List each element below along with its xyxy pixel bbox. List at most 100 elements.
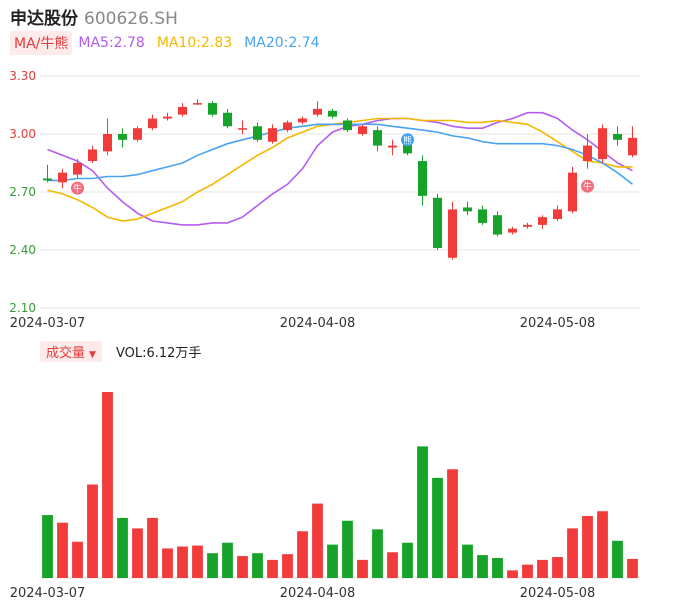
bull-signal-icon bbox=[71, 181, 84, 195]
candle-body bbox=[88, 149, 97, 162]
volume-bar bbox=[612, 540, 623, 578]
volume-bar bbox=[87, 484, 98, 578]
volume-bar bbox=[627, 558, 638, 578]
candle-body bbox=[373, 130, 382, 146]
volume-bar bbox=[72, 541, 83, 578]
volume-bar bbox=[282, 554, 293, 578]
volume-bar bbox=[57, 522, 68, 578]
volume-bar bbox=[522, 564, 533, 578]
candle-body bbox=[268, 128, 277, 142]
bear-signal-icon bbox=[401, 133, 414, 147]
candle-body bbox=[178, 106, 187, 115]
volume-bar bbox=[402, 542, 413, 578]
volume-bar bbox=[177, 546, 188, 578]
volume-bar bbox=[372, 529, 383, 578]
candle-body bbox=[208, 103, 217, 115]
date-axis: 2024-03-07 2024-03-07 2024-04-08 2024-04-08… bbox=[10, 316, 596, 601]
ma20-line bbox=[47, 123, 633, 185]
moving-average-lines bbox=[47, 111, 633, 226]
x-tick-label: 2024-05-08 bbox=[520, 316, 596, 331]
x-tick-label: 2024-04-08 bbox=[280, 316, 356, 331]
candle-body bbox=[43, 178, 52, 181]
candle-body bbox=[73, 163, 82, 175]
candle-body bbox=[358, 126, 367, 134]
candle-body bbox=[238, 128, 247, 130]
volume-bar bbox=[207, 553, 218, 578]
candle-body bbox=[118, 134, 127, 140]
bear-signal-glyph: 熊 bbox=[403, 134, 412, 146]
volume-bar bbox=[162, 548, 173, 578]
volume-bar bbox=[492, 557, 503, 578]
volume-bar bbox=[477, 555, 488, 578]
volume-bar bbox=[147, 517, 158, 578]
volume-bar bbox=[582, 516, 593, 578]
candle-body bbox=[613, 134, 622, 140]
candle-body bbox=[478, 209, 487, 223]
candle-body bbox=[628, 137, 637, 156]
y-tick-label: 2.40 bbox=[9, 243, 36, 257]
bull-signal-glyph: 牛 bbox=[73, 183, 82, 195]
candle-body bbox=[253, 126, 262, 140]
volume-bar bbox=[297, 531, 308, 578]
candle-body bbox=[568, 172, 577, 212]
volume-bar bbox=[387, 552, 398, 578]
candle-body bbox=[493, 215, 502, 235]
candle-body bbox=[598, 128, 607, 160]
volume-bar bbox=[267, 559, 278, 578]
volume-bar bbox=[597, 511, 608, 578]
candle-body bbox=[133, 128, 142, 140]
volume-bar bbox=[357, 559, 368, 578]
volume-bars bbox=[42, 392, 638, 578]
volume-bar bbox=[237, 556, 248, 578]
y-tick-label: 3.00 bbox=[9, 127, 36, 141]
candle-body bbox=[298, 118, 307, 123]
volume-x-tick-label: 2024-05-08 bbox=[520, 586, 596, 601]
candle-body bbox=[553, 209, 562, 220]
volume-bar bbox=[252, 553, 263, 578]
volume-x-tick-label: 2024-04-08 bbox=[280, 586, 356, 601]
candle-body bbox=[328, 110, 337, 117]
volume-bar bbox=[432, 477, 443, 578]
volume-bar bbox=[102, 392, 113, 578]
stock-name: 申达股份 bbox=[10, 9, 78, 29]
candle-body bbox=[463, 207, 472, 212]
candle-body bbox=[508, 228, 517, 233]
price-candles bbox=[43, 99, 637, 260]
dropdown-triangle-icon: ▼ bbox=[89, 349, 96, 360]
candle-body bbox=[538, 217, 547, 225]
candle-body bbox=[223, 112, 232, 127]
price-axis: 3.30 3.00 2.70 2.40 2.10 bbox=[9, 69, 36, 315]
volume-bar bbox=[417, 446, 428, 578]
candle-body bbox=[283, 122, 292, 131]
candle-body bbox=[523, 224, 532, 227]
signal-markers: 牛 熊牛 bbox=[71, 133, 594, 195]
ma10-line bbox=[47, 117, 633, 222]
volume-bar bbox=[342, 520, 353, 578]
candle-body bbox=[58, 172, 67, 183]
volume-bar bbox=[567, 528, 578, 578]
volume-value-label: VOL:6.12万手 bbox=[115, 345, 202, 361]
candle-body bbox=[163, 116, 172, 119]
y-tick-label: 2.70 bbox=[9, 185, 36, 199]
volume-bar bbox=[507, 570, 518, 578]
candle-body bbox=[388, 145, 397, 148]
candle-body bbox=[448, 209, 457, 258]
volume-legend: 成交量 ▼ VOL:6.12万手 bbox=[40, 340, 202, 362]
candle-body bbox=[313, 108, 322, 115]
volume-selector-button[interactable]: 成交量 ▼ bbox=[40, 340, 102, 362]
y-tick-label: 2.10 bbox=[9, 301, 36, 315]
ma5-line bbox=[47, 111, 633, 226]
candle-body bbox=[103, 134, 112, 152]
volume-bar bbox=[312, 503, 323, 578]
ma10-legend-label: MA10:2.83 bbox=[156, 35, 233, 51]
volume-selector-label: 成交量 bbox=[46, 345, 86, 361]
candle-body bbox=[418, 161, 427, 196]
volume-bar bbox=[42, 515, 53, 578]
candle-body bbox=[433, 197, 442, 249]
ma20-legend-label: MA20:2.74 bbox=[244, 35, 320, 51]
volume-bar bbox=[327, 544, 338, 578]
stock-code: 600626.SH bbox=[84, 9, 178, 29]
volume-bar bbox=[462, 544, 473, 578]
ma-selector-button[interactable]: MA/牛熊 bbox=[10, 31, 73, 55]
